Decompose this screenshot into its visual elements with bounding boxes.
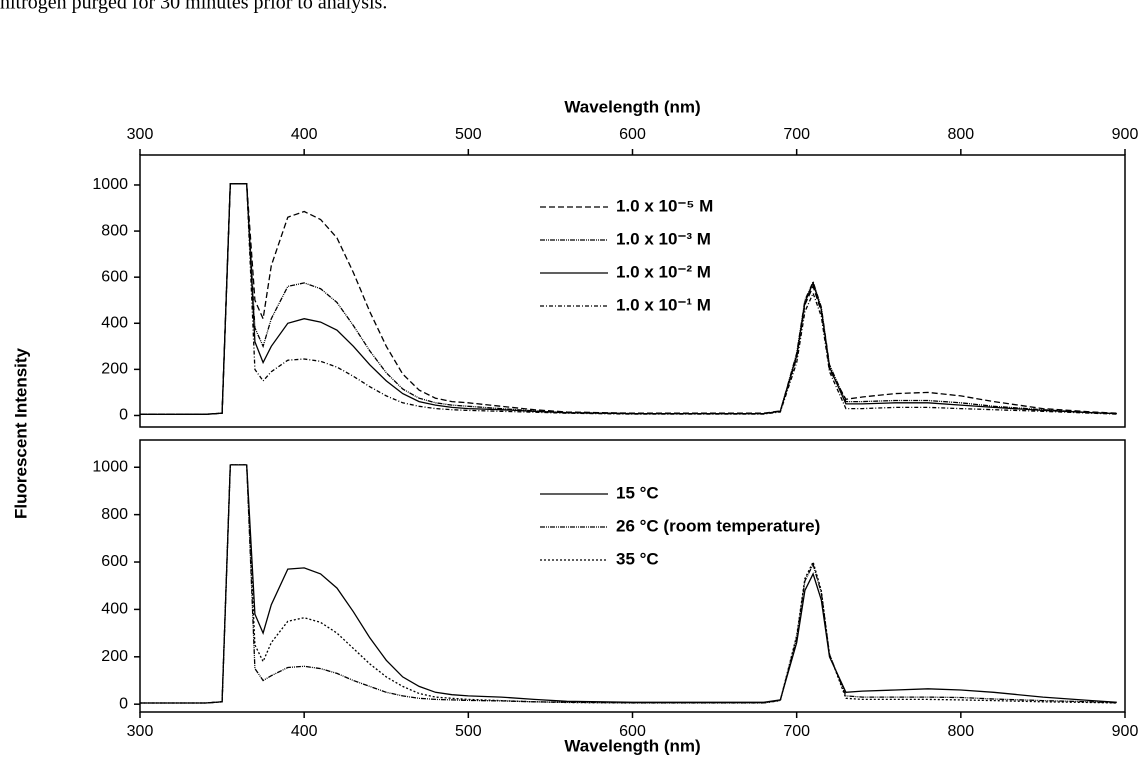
- y-axis-title: Fluorescent Intensity: [11, 347, 30, 519]
- plot-frame: [139, 439, 1126, 713]
- legend-label: 1.0 x 10⁻² M: [616, 262, 711, 281]
- y-tick-label: 1000: [92, 176, 128, 193]
- x-tick-label: 800: [947, 126, 974, 143]
- y-tick-label: 600: [101, 268, 128, 285]
- legend-label: 1.0 x 10⁻⁵ M: [616, 196, 713, 215]
- y-tick-label: 0: [119, 695, 128, 712]
- legend-label: 1.0 x 10⁻¹ M: [616, 295, 711, 314]
- x-tick-label: 900: [1112, 126, 1139, 143]
- legend-label: 1.0 x 10⁻³ M: [616, 229, 711, 248]
- series-line: [140, 464, 1117, 704]
- x-axis-title: Wavelength (nm): [564, 97, 700, 116]
- legend-label: 35 °C: [616, 549, 659, 568]
- x-tick-label: 500: [455, 723, 482, 740]
- legend-label: 15 °C: [616, 483, 659, 502]
- series-line: [140, 183, 1117, 415]
- y-tick-label: 400: [101, 314, 128, 331]
- x-tick-label: 700: [783, 723, 810, 740]
- x-tick-label: 300: [127, 723, 154, 740]
- y-tick-label: 600: [101, 553, 128, 570]
- y-tick-label: 0: [119, 407, 128, 424]
- x-tick-label: 700: [783, 126, 810, 143]
- legend-label: 26 °C (room temperature): [616, 516, 820, 535]
- x-tick-label: 600: [619, 126, 646, 143]
- y-tick-label: 800: [101, 506, 128, 523]
- series-line: [140, 464, 1117, 704]
- x-tick-label: 800: [947, 723, 974, 740]
- x-tick-label: 400: [291, 723, 318, 740]
- x-axis-title: Wavelength (nm): [564, 736, 700, 755]
- y-tick-label: 1000: [92, 458, 128, 475]
- x-tick-label: 500: [455, 126, 482, 143]
- x-tick-label: 900: [1112, 723, 1139, 740]
- x-tick-label: 600: [619, 723, 646, 740]
- y-tick-label: 200: [101, 648, 128, 665]
- y-tick-label: 800: [101, 222, 128, 239]
- series-line: [140, 183, 1117, 415]
- series-line: [140, 183, 1117, 415]
- x-tick-label: 400: [291, 126, 318, 143]
- y-tick-label: 400: [101, 601, 128, 618]
- page-text: nitrogen purged for 30 minutes prior to …: [0, 0, 387, 14]
- series-line: [140, 183, 1117, 415]
- y-tick-label: 200: [101, 361, 128, 378]
- x-tick-label: 300: [127, 126, 154, 143]
